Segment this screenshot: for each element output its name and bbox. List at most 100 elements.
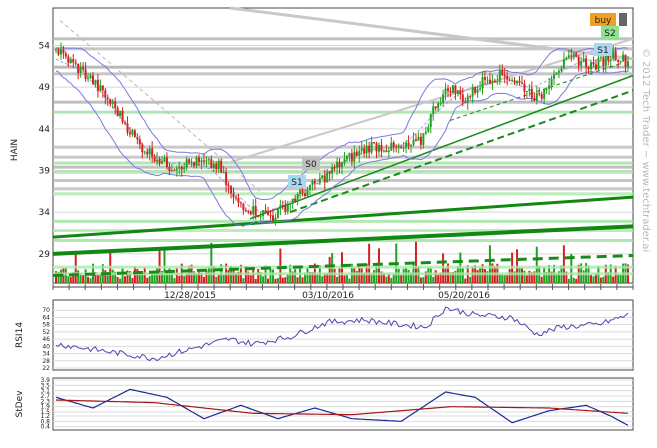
- price-candle: [114, 101, 117, 108]
- price-candle: [451, 85, 454, 93]
- stdev-tick-label: 0.4: [40, 424, 50, 431]
- trend-line: [52, 254, 634, 277]
- volume-bar: [355, 270, 358, 283]
- volume-bar: [449, 272, 452, 283]
- volume-bar: [116, 276, 119, 283]
- volume-bar: [498, 274, 501, 283]
- price-candle: [163, 157, 166, 161]
- price-tick-label: 54: [39, 42, 51, 52]
- price-candle: [442, 94, 445, 104]
- volume-bar: [161, 271, 164, 283]
- price-candle: [296, 193, 299, 202]
- price-candle: [321, 175, 324, 179]
- volume-bar: [291, 271, 294, 283]
- volume-bar: [284, 277, 287, 283]
- volume-bar: [242, 278, 245, 283]
- level-band: [53, 272, 633, 276]
- price-candle: [410, 144, 413, 147]
- price-candle: [227, 184, 230, 187]
- price-candle: [126, 123, 129, 133]
- volume-bar: [599, 277, 602, 283]
- volume-bar: [479, 267, 482, 283]
- price-candle: [474, 87, 477, 93]
- volume-bar: [271, 269, 274, 283]
- volume-bar: [454, 270, 457, 283]
- price-candle: [62, 49, 65, 54]
- price-candle: [222, 172, 225, 174]
- volume-bar: [227, 270, 230, 283]
- level-band: [53, 47, 633, 51]
- price-candle: [234, 197, 237, 199]
- volume-bar: [590, 275, 593, 283]
- volume-bar: [82, 275, 85, 283]
- signal-s1-recent: S1: [594, 43, 612, 56]
- volume-bar: [562, 245, 565, 283]
- price-candle: [390, 142, 393, 151]
- volume-bar: [215, 276, 218, 283]
- price-candle: [345, 156, 348, 160]
- price-candle: [244, 210, 247, 212]
- date-axis: 12/28/2015 03/10/2016 05/20/2016: [52, 284, 634, 301]
- price-candle: [402, 147, 405, 149]
- level-band: [53, 229, 633, 232]
- volume-bar: [550, 271, 553, 283]
- price-candle: [94, 79, 97, 85]
- price-candle: [469, 96, 472, 98]
- price-candle: [271, 215, 274, 221]
- price-candle: [207, 159, 210, 161]
- volume-bar: [308, 271, 311, 283]
- volume-bar: [328, 256, 331, 283]
- volume-bar: [567, 278, 570, 283]
- rsi-tick-label: 70: [42, 307, 50, 314]
- volume-bar: [254, 278, 257, 283]
- volume-bar: [124, 276, 127, 283]
- volume-bar: [276, 278, 279, 283]
- volume-bar: [525, 275, 528, 283]
- price-candle: [400, 146, 403, 148]
- volume-bar: [402, 268, 405, 283]
- date-tick-label: 03/10/2016: [302, 291, 354, 301]
- volume-bar: [333, 268, 336, 283]
- price-y-label: HAIN: [10, 139, 20, 161]
- price-candle: [530, 88, 533, 99]
- volume-bar: [111, 269, 114, 283]
- volume-bar: [121, 268, 124, 283]
- buy-signal-badge: buy: [590, 13, 616, 26]
- signal-s1-early: S1: [288, 175, 306, 188]
- volume-bar: [316, 274, 319, 283]
- rsi-line: [55, 306, 629, 362]
- volume-bar: [400, 275, 403, 283]
- price-candle: [520, 82, 523, 84]
- volume-bar: [602, 276, 605, 283]
- price-candle: [476, 89, 479, 93]
- price-candle: [267, 212, 270, 215]
- price-candle: [479, 88, 482, 90]
- buy-label: buy: [595, 16, 612, 26]
- price-candle: [336, 161, 339, 168]
- level-band: [53, 100, 633, 104]
- price-candle: [375, 143, 378, 152]
- volume-bar: [193, 271, 196, 283]
- volume-bar: [414, 241, 417, 283]
- price-candle: [419, 136, 422, 145]
- level-band: [53, 37, 633, 41]
- volume-bar: [530, 272, 533, 283]
- volume-bar: [234, 272, 237, 283]
- level-band: [53, 110, 633, 114]
- price-candle: [481, 77, 484, 89]
- price-candle: [449, 90, 452, 93]
- price-candle: [540, 94, 543, 99]
- price-candle: [523, 83, 526, 92]
- volume-bar: [136, 269, 139, 283]
- price-candle: [291, 198, 294, 204]
- price-candle: [587, 66, 590, 70]
- rsi-tick-label: 52: [42, 329, 50, 336]
- price-candle: [535, 93, 538, 101]
- volume-bar: [311, 272, 314, 283]
- price-candle: [373, 142, 376, 144]
- volume-bar: [392, 273, 395, 283]
- price-candle: [304, 193, 307, 196]
- price-candle: [111, 101, 114, 104]
- price-candle: [193, 162, 196, 166]
